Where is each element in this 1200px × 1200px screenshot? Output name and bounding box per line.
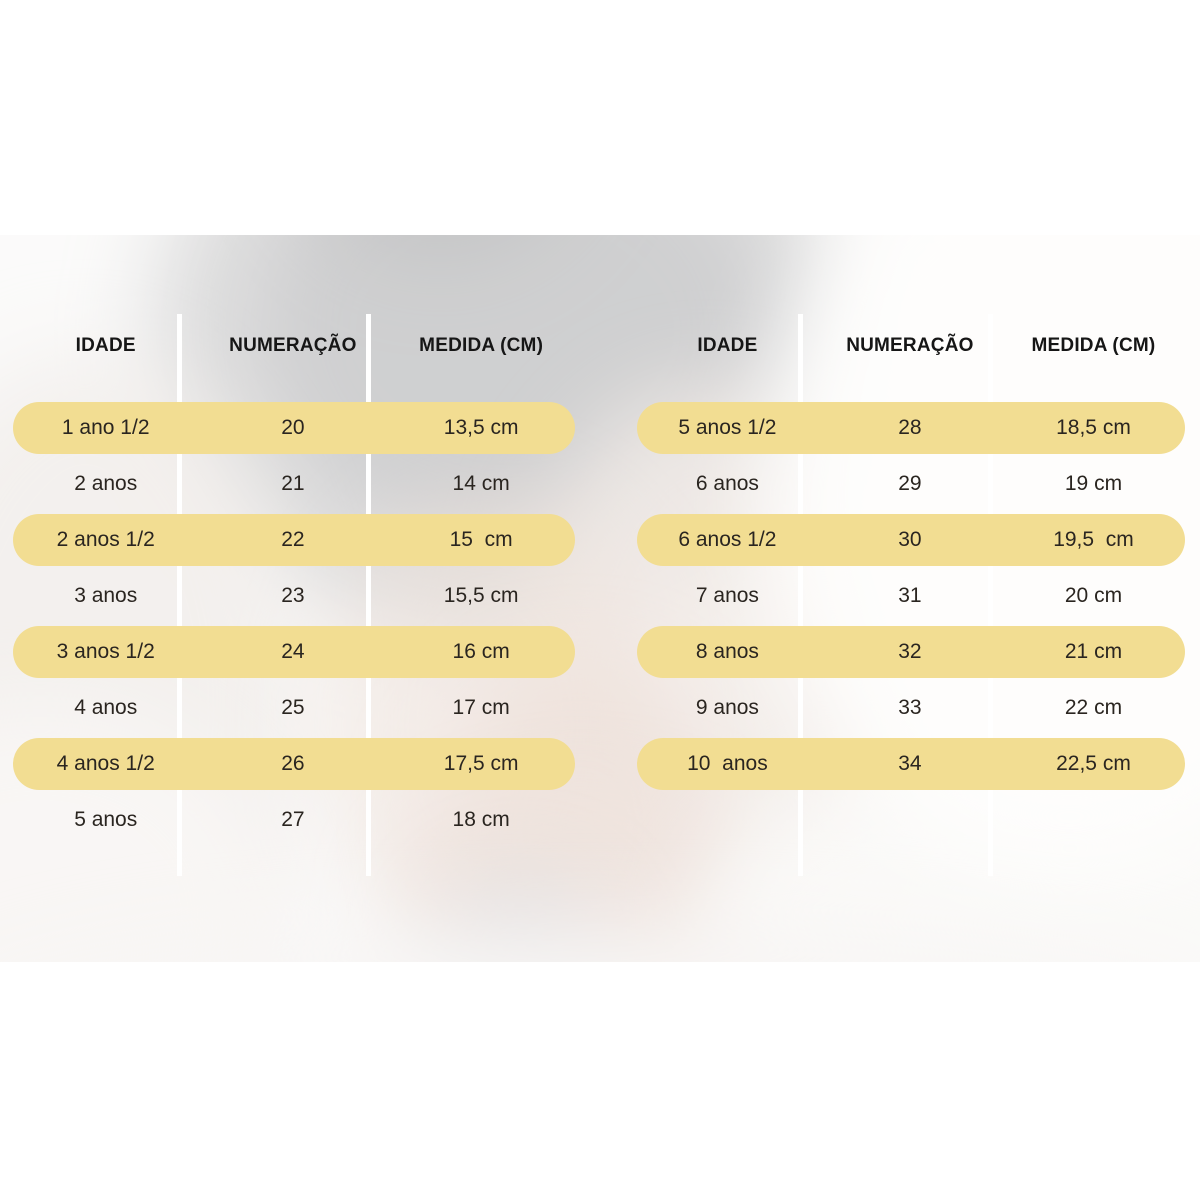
size-table-left: IDADE NUMERAÇÃO MEDIDA (CM) 1 ano 1/2 20… <box>0 235 600 962</box>
cell-measure: 16 cm <box>452 640 510 663</box>
table-row: 4 anos 1/2 26 17,5 cm <box>13 738 575 790</box>
cell-size: 32 <box>898 640 922 663</box>
cell-measure: 18 cm <box>452 808 510 831</box>
column-header-size: NUMERAÇÃO <box>229 335 357 356</box>
cell-measure: 20 cm <box>1064 584 1123 607</box>
cell-age: 3 anos 1/2 <box>56 640 155 663</box>
cell-size: 23 <box>281 584 305 607</box>
column-header-size: NUMERAÇÃO <box>846 335 974 356</box>
cell-age: 3 anos <box>74 584 138 607</box>
cell-measure: 22,5 cm <box>1056 752 1131 775</box>
table-header-row: IDADE NUMERAÇÃO MEDIDA (CM) <box>13 331 575 361</box>
column-header-measure: MEDIDA (CM) <box>1031 335 1156 356</box>
cell-size: 27 <box>281 808 305 831</box>
cell-age: 10 anos <box>687 752 768 775</box>
cell-measure: 22 cm <box>1064 696 1123 719</box>
cell-measure: 17,5 cm <box>443 752 519 775</box>
cell-size: 28 <box>898 416 922 439</box>
cell-measure: 13,5 cm <box>443 416 519 439</box>
cell-size: 34 <box>898 752 922 775</box>
cell-size: 20 <box>281 416 305 439</box>
cell-age: 6 anos 1/2 <box>678 528 777 551</box>
cell-age: 4 anos 1/2 <box>56 752 155 775</box>
table-row: 3 anos 1/2 24 16 cm <box>13 626 575 678</box>
cell-measure: 19 cm <box>1064 472 1123 495</box>
size-table-right: IDADE NUMERAÇÃO MEDIDA (CM) 5 anos 1/2 2… <box>600 235 1200 962</box>
table-row: 4 anos 25 17 cm <box>13 682 575 734</box>
cell-measure: 15,5 cm <box>443 584 519 607</box>
cell-age: 6 anos <box>695 472 759 495</box>
cell-size: 21 <box>281 472 305 495</box>
column-header-age: IDADE <box>697 335 758 356</box>
cell-age: 7 anos <box>695 584 759 607</box>
cell-age: 2 anos <box>74 472 138 495</box>
table-row: 1 ano 1/2 20 13,5 cm <box>13 402 575 454</box>
table-row: 8 anos 32 21 cm <box>637 626 1185 678</box>
cell-measure: 15 cm <box>449 528 513 551</box>
cell-size: 26 <box>281 752 305 775</box>
table-row: 6 anos 1/2 30 19,5 cm <box>637 514 1185 566</box>
cell-measure: 17 cm <box>452 696 510 719</box>
column-divider-1 <box>177 314 182 876</box>
column-header-age: IDADE <box>75 335 136 356</box>
table-row: 9 anos 33 22 cm <box>637 682 1185 734</box>
table-header-row: IDADE NUMERAÇÃO MEDIDA (CM) <box>637 331 1185 361</box>
cell-measure: 19,5 cm <box>1053 528 1134 551</box>
cell-size: 24 <box>281 640 305 663</box>
column-divider-2 <box>988 314 993 876</box>
size-tables: IDADE NUMERAÇÃO MEDIDA (CM) 1 ano 1/2 20… <box>0 235 1200 962</box>
table-row: 2 anos 1/2 22 15 cm <box>13 514 575 566</box>
cell-age: 5 anos <box>74 808 138 831</box>
cell-size: 29 <box>898 472 922 495</box>
table-row: 2 anos 21 14 cm <box>13 458 575 510</box>
column-divider-2 <box>366 314 371 876</box>
cell-age: 9 anos <box>695 696 759 719</box>
cell-measure: 18,5 cm <box>1056 416 1131 439</box>
cell-size: 22 <box>281 528 305 551</box>
table-row: 5 anos 27 18 cm <box>13 794 575 846</box>
cell-age: 2 anos 1/2 <box>56 528 155 551</box>
cell-measure: 14 cm <box>452 472 510 495</box>
cell-size: 25 <box>281 696 305 719</box>
cell-age: 4 anos <box>74 696 138 719</box>
table-row: 3 anos 23 15,5 cm <box>13 570 575 622</box>
cell-age: 5 anos 1/2 <box>678 416 777 439</box>
table-row: 10 anos 34 22,5 cm <box>637 738 1185 790</box>
cell-age: 8 anos <box>695 640 759 663</box>
table-row: 6 anos 29 19 cm <box>637 458 1185 510</box>
column-header-measure: MEDIDA (CM) <box>419 335 544 356</box>
table-row: 5 anos 1/2 28 18,5 cm <box>637 402 1185 454</box>
cell-age: 1 ano 1/2 <box>61 416 150 439</box>
table-row: 7 anos 31 20 cm <box>637 570 1185 622</box>
column-divider-1 <box>798 314 803 876</box>
cell-size: 31 <box>898 584 922 607</box>
cell-measure: 21 cm <box>1064 640 1123 663</box>
cell-size: 30 <box>898 528 922 551</box>
photo-fade-overlay <box>0 235 1200 962</box>
cell-size: 33 <box>898 696 922 719</box>
